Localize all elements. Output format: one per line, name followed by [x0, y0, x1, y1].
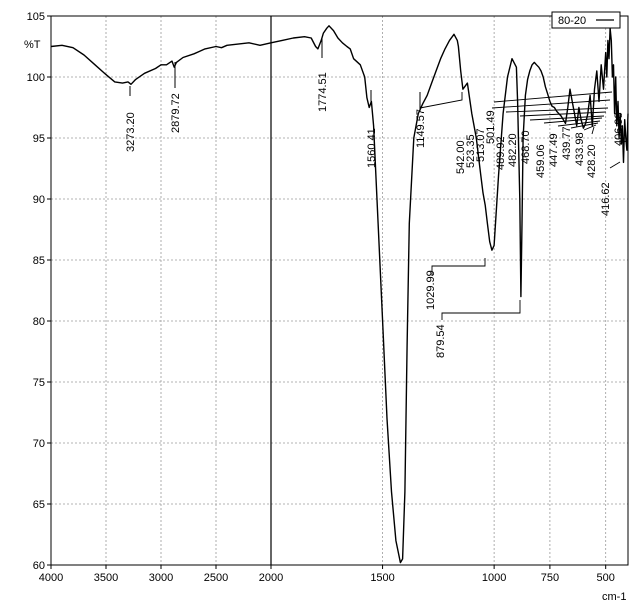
x-tick-label: 3500 [94, 572, 118, 584]
peak-label: 482.20 [507, 133, 519, 167]
plot-frame [50, 15, 629, 566]
peak-leader-line [419, 92, 463, 109]
y-axis-label: %T [24, 39, 41, 51]
peak-label: 468.70 [520, 130, 532, 164]
peak-leader-line [505, 107, 609, 113]
peak-label: 1029.99 [425, 270, 437, 310]
peak-leader-line [529, 115, 605, 121]
x-tick-label: 750 [541, 572, 559, 584]
peak-label: 3273.20 [125, 112, 137, 152]
peak-label: 879.54 [435, 324, 447, 358]
y-tick-label: 100 [27, 72, 45, 84]
peak-label: 447.49 [548, 133, 560, 167]
y-tick-label: 80 [33, 316, 45, 328]
y-tick-label: 95 [33, 133, 45, 145]
peak-label: 523.35 [465, 134, 477, 168]
legend: 80-20 [551, 11, 621, 29]
peak-label: 501.49 [485, 110, 497, 144]
y-tick-label: 85 [33, 255, 45, 267]
peak-label: 2879.72 [170, 93, 182, 133]
legend-box [551, 11, 621, 29]
x-axis-label: cm-1 [602, 591, 626, 603]
x-tick-label: 2500 [204, 572, 228, 584]
peak-label: 416.62 [600, 182, 612, 216]
peak-leader-line [519, 111, 607, 117]
series-layer [50, 25, 629, 564]
peak-leader-line [543, 117, 603, 124]
y-tick-label: 60 [33, 560, 45, 572]
peak-label: 428.20 [586, 144, 598, 178]
peak-leader-line [619, 139, 629, 145]
x-tick-label: 3000 [149, 572, 173, 584]
y-tick-label: 75 [33, 377, 45, 389]
peak-leader-line [583, 124, 597, 131]
x-tick-label: 2000 [259, 572, 283, 584]
peak-label: 439.77 [561, 126, 573, 160]
peak-leader-line [441, 300, 521, 320]
peak-label: 459.06 [535, 144, 547, 178]
x-tick-label: 500 [597, 572, 615, 584]
peak-leader-line [491, 99, 611, 109]
x-axis-ticks: 4000 3500 3000 2500 2000 1500 1000 750 500 [39, 565, 615, 584]
peak-label: 1149.57 [415, 109, 427, 148]
x-tick-label: 1000 [482, 572, 506, 584]
peak-label: 542.00 [455, 140, 467, 174]
x-tick-label: 4000 [39, 572, 63, 584]
peak-leader-line [431, 258, 486, 276]
peak-label: 406.98 [613, 112, 625, 146]
peak-annotations: 3273.20 2879.72 1774.51 1560.41 1149.57 1029.… [125, 38, 629, 358]
series-line [50, 25, 629, 564]
peak-leader-line [493, 91, 613, 103]
y-tick-label: 70 [33, 438, 45, 450]
peak-leader-line [570, 122, 599, 129]
peak-label: 1774.51 [317, 72, 329, 112]
y-tick-label: 105 [27, 11, 45, 23]
peak-leader-line [609, 161, 621, 169]
legend-series-name: 80-20 [558, 15, 586, 27]
peak-label: 1560.41 [366, 128, 378, 168]
peak-leader-line [591, 126, 595, 135]
y-tick-label: 90 [33, 194, 45, 206]
y-tick-label: 65 [33, 499, 45, 511]
y-axis-ticks: 60 65 70 75 80 85 90 95 100 105 [27, 11, 51, 572]
x-tick-label: 1500 [370, 572, 394, 584]
peak-label: 433.98 [574, 132, 586, 166]
peak-label: 489.92 [495, 136, 507, 170]
peak-label: 513.07 [475, 128, 487, 162]
peak-leader-line [557, 120, 601, 127]
